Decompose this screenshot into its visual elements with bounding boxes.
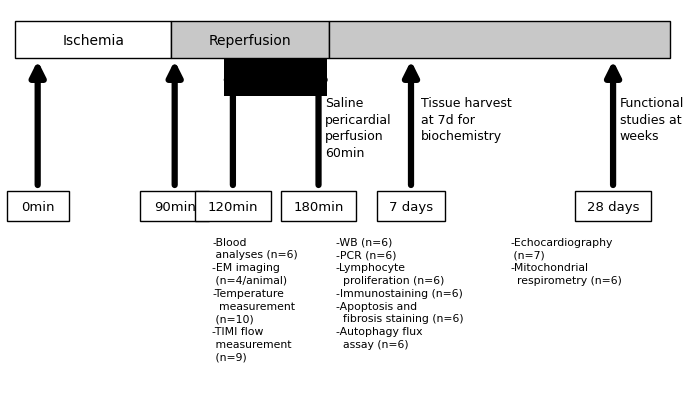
Text: 180min: 180min [293,200,344,213]
Text: 120min: 120min [208,200,258,213]
Text: -Echocardiography
 (n=7)
-Mitochondrial
  respirometry (n=6): -Echocardiography (n=7) -Mitochondrial r… [510,237,622,285]
Text: 0min: 0min [21,200,54,213]
Text: -Blood
 analyses (n=6)
-EM imaging
 (n=4/animal)
-Temperature
  measurement
 (n=: -Blood analyses (n=6) -EM imaging (n=4/a… [212,237,298,362]
Text: -WB (n=6)
-PCR (n=6)
-Lymphocyte
  proliferation (n=6)
-Immunostaining (n=6)
-Ap: -WB (n=6) -PCR (n=6) -Lymphocyte prolife… [336,237,463,349]
Text: 28 days: 28 days [587,200,639,213]
Bar [7,192,68,222]
Bar [195,192,271,222]
Text: Reperfusion: Reperfusion [209,34,291,47]
Bar [377,192,445,222]
Bar [281,192,356,222]
Bar [224,59,327,97]
Bar [15,22,171,59]
Text: 90min: 90min [153,200,196,213]
Text: Saline
pericardial
perfusion
60min: Saline pericardial perfusion 60min [325,97,392,160]
Bar [575,192,651,222]
Bar [140,192,209,222]
Bar [171,22,329,59]
Text: Tissue harvest
at 7d for
biochemistry: Tissue harvest at 7d for biochemistry [421,97,512,143]
Bar [329,22,670,59]
Text: 7 days: 7 days [389,200,433,213]
Text: Functional
studies at 4
weeks: Functional studies at 4 weeks [620,97,685,143]
Text: Ischemia: Ischemia [62,34,124,47]
